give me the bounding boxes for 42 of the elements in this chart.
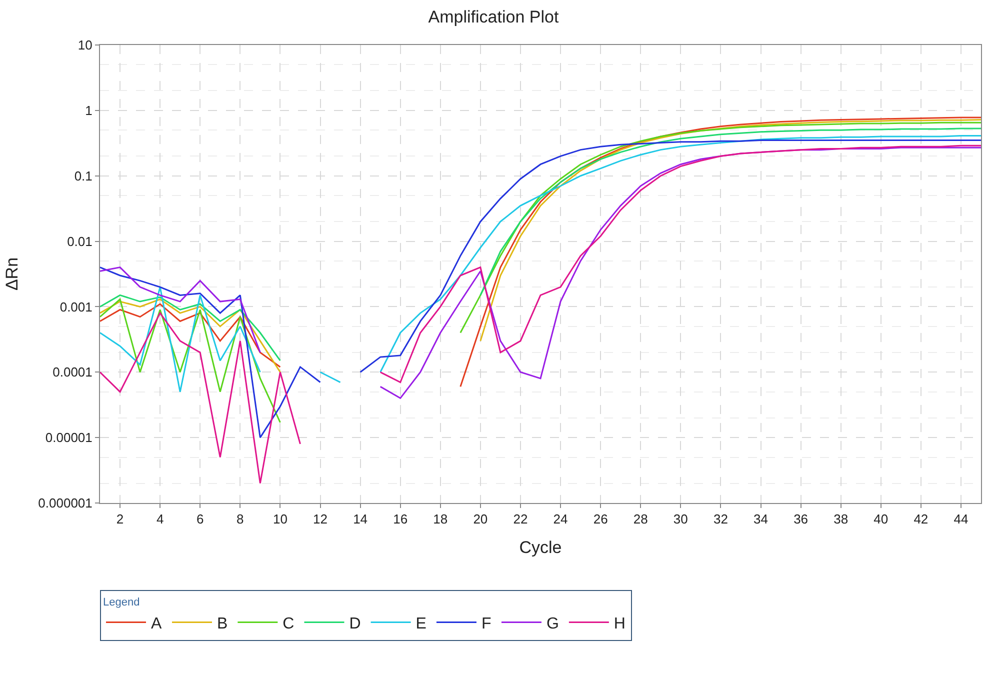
legend-label: B xyxy=(217,615,228,632)
legend-label: A xyxy=(151,615,162,632)
x-tick-label: 44 xyxy=(954,512,968,527)
x-tick-label: 2 xyxy=(116,512,124,527)
legend-title: Legend xyxy=(103,596,140,608)
y-tick-label: 0.000001 xyxy=(38,496,92,511)
y-tick-label: 0.00001 xyxy=(45,430,92,446)
legend-label: G xyxy=(546,615,559,632)
x-tick-label: 36 xyxy=(794,512,808,527)
x-tick-label: 40 xyxy=(874,512,888,527)
y-axis-title: ΔRn xyxy=(2,257,22,291)
x-tick-label: 16 xyxy=(393,512,408,527)
x-tick-label: 8 xyxy=(236,512,244,527)
y-tick-label: 10 xyxy=(78,38,92,53)
x-tick-label: 30 xyxy=(673,512,688,527)
x-tick-label: 6 xyxy=(196,512,204,527)
y-tick-label: 0.01 xyxy=(67,234,92,249)
x-tick-label: 18 xyxy=(433,512,448,527)
chart-title: Amplification Plot xyxy=(428,7,559,26)
x-tick-label: 20 xyxy=(473,512,488,527)
y-tick-label: 0.0001 xyxy=(52,364,92,380)
x-tick-label: 26 xyxy=(593,512,608,527)
y-tick-label: 0.001 xyxy=(60,299,92,314)
x-tick-label: 24 xyxy=(553,512,568,527)
x-tick-label: 42 xyxy=(914,512,928,527)
legend-label: D xyxy=(349,615,361,632)
legend-label: F xyxy=(481,615,492,632)
x-tick-label: 12 xyxy=(313,512,328,527)
legend-label: E xyxy=(416,615,426,632)
legend-label: H xyxy=(614,615,626,632)
x-tick-label: 32 xyxy=(713,512,728,527)
x-tick-label: 22 xyxy=(513,512,528,527)
x-tick-label: 38 xyxy=(834,512,848,527)
legend-label: C xyxy=(282,615,294,632)
x-tick-label: 28 xyxy=(633,512,648,527)
x-tick-label: 34 xyxy=(754,512,768,527)
y-tick-label: 1 xyxy=(85,102,92,118)
x-tick-label: 4 xyxy=(156,512,164,527)
x-axis-title: Cycle xyxy=(519,538,562,557)
x-tick-label: 10 xyxy=(272,512,288,527)
y-tick-label: 0.1 xyxy=(74,168,92,184)
x-tick-label: 14 xyxy=(353,512,368,527)
